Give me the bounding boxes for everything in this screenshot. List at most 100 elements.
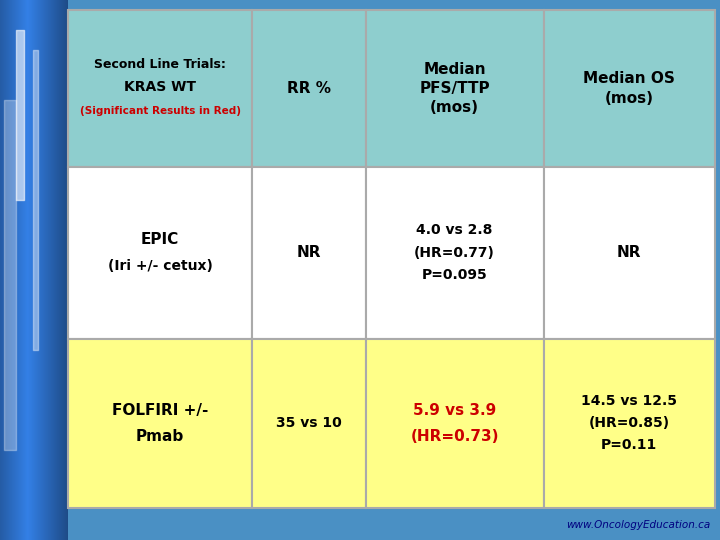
Bar	[5, 0, 6, 540]
Text: 35 vs 10: 35 vs 10	[276, 416, 342, 430]
Bar	[63, 0, 64, 540]
Bar	[38, 0, 39, 540]
Bar	[43, 0, 44, 540]
Text: 5.9 vs 3.9: 5.9 vs 3.9	[413, 403, 496, 417]
Bar	[60, 0, 61, 540]
Text: FOLFIRI +/-: FOLFIRI +/-	[112, 403, 208, 417]
Bar	[37, 0, 38, 540]
Text: RR %: RR %	[287, 81, 331, 96]
Bar	[544, 10, 715, 167]
Bar	[68, 10, 253, 167]
Bar	[62, 0, 63, 540]
Text: Median: Median	[423, 62, 486, 77]
Bar	[20, 0, 21, 540]
Text: (HR=0.73): (HR=0.73)	[410, 429, 499, 444]
Bar	[52, 0, 53, 540]
Bar	[253, 339, 366, 508]
Bar	[54, 0, 55, 540]
Bar	[24, 0, 25, 540]
Bar	[32, 0, 33, 540]
Bar	[10, 0, 11, 540]
Text: (HR=0.85): (HR=0.85)	[589, 416, 670, 430]
Bar	[12, 0, 13, 540]
Text: (Iri +/- cetux): (Iri +/- cetux)	[108, 259, 212, 273]
Bar	[66, 0, 67, 540]
Text: NR: NR	[297, 245, 321, 260]
Text: (mos): (mos)	[605, 91, 654, 106]
Bar	[1, 0, 2, 540]
Bar	[50, 0, 51, 540]
Bar	[58, 0, 59, 540]
Bar	[34, 0, 35, 540]
Bar	[11, 0, 12, 540]
Text: 4.0 vs 2.8: 4.0 vs 2.8	[416, 224, 492, 238]
Bar	[47, 0, 48, 540]
Bar	[19, 0, 20, 540]
Bar	[67, 0, 68, 540]
Bar	[27, 0, 28, 540]
Text: (HR=0.77): (HR=0.77)	[414, 246, 495, 260]
Bar	[65, 0, 66, 540]
Bar	[4, 0, 5, 540]
Bar	[68, 167, 253, 339]
Text: www.OncologyEducation.ca: www.OncologyEducation.ca	[566, 520, 710, 530]
Text: 14.5 vs 12.5: 14.5 vs 12.5	[581, 394, 678, 408]
Bar	[59, 0, 60, 540]
Text: P=0.095: P=0.095	[422, 268, 487, 282]
Bar	[31, 0, 32, 540]
Bar	[13, 0, 14, 540]
Text: Pmab: Pmab	[136, 429, 184, 444]
Bar	[544, 167, 715, 339]
Bar	[39, 0, 40, 540]
Bar	[26, 0, 27, 540]
Bar	[8, 0, 9, 540]
Bar	[35, 0, 36, 540]
Bar	[30, 0, 31, 540]
Bar	[45, 0, 46, 540]
Bar	[56, 0, 57, 540]
Text: Second Line Trials:: Second Line Trials:	[94, 58, 226, 71]
Bar	[544, 339, 715, 508]
Bar	[21, 0, 22, 540]
Bar	[366, 10, 544, 167]
Bar	[17, 0, 18, 540]
Bar	[2, 0, 3, 540]
Bar	[44, 0, 45, 540]
Bar	[23, 0, 24, 540]
Bar	[46, 0, 47, 540]
Bar	[15, 0, 16, 540]
Bar	[16, 0, 17, 540]
Bar	[28, 0, 29, 540]
Bar	[253, 167, 366, 339]
Text: PFS/TTP: PFS/TTP	[419, 81, 490, 96]
Bar	[48, 0, 49, 540]
Text: EPIC: EPIC	[141, 232, 179, 247]
Bar	[0, 0, 1, 540]
Bar	[40, 0, 41, 540]
Bar	[41, 0, 42, 540]
Bar	[57, 0, 58, 540]
Bar	[42, 0, 43, 540]
Text: Median OS: Median OS	[583, 71, 675, 85]
Bar	[14, 0, 15, 540]
Bar	[64, 0, 65, 540]
Bar	[3, 0, 4, 540]
Bar	[18, 0, 19, 540]
Bar	[68, 339, 253, 508]
Bar	[49, 0, 50, 540]
Text: P=0.11: P=0.11	[601, 438, 657, 453]
Text: (mos): (mos)	[430, 100, 479, 115]
Bar	[366, 339, 544, 508]
Bar	[33, 0, 34, 540]
Text: KRAS WT: KRAS WT	[124, 80, 196, 94]
Text: NR: NR	[617, 245, 642, 260]
Bar	[6, 0, 7, 540]
Bar	[22, 0, 23, 540]
Bar	[253, 10, 366, 167]
Bar	[61, 0, 62, 540]
Bar	[55, 0, 56, 540]
Bar	[29, 0, 30, 540]
Bar	[7, 0, 8, 540]
Text: (Significant Results in Red): (Significant Results in Red)	[80, 106, 240, 116]
Bar	[25, 0, 26, 540]
